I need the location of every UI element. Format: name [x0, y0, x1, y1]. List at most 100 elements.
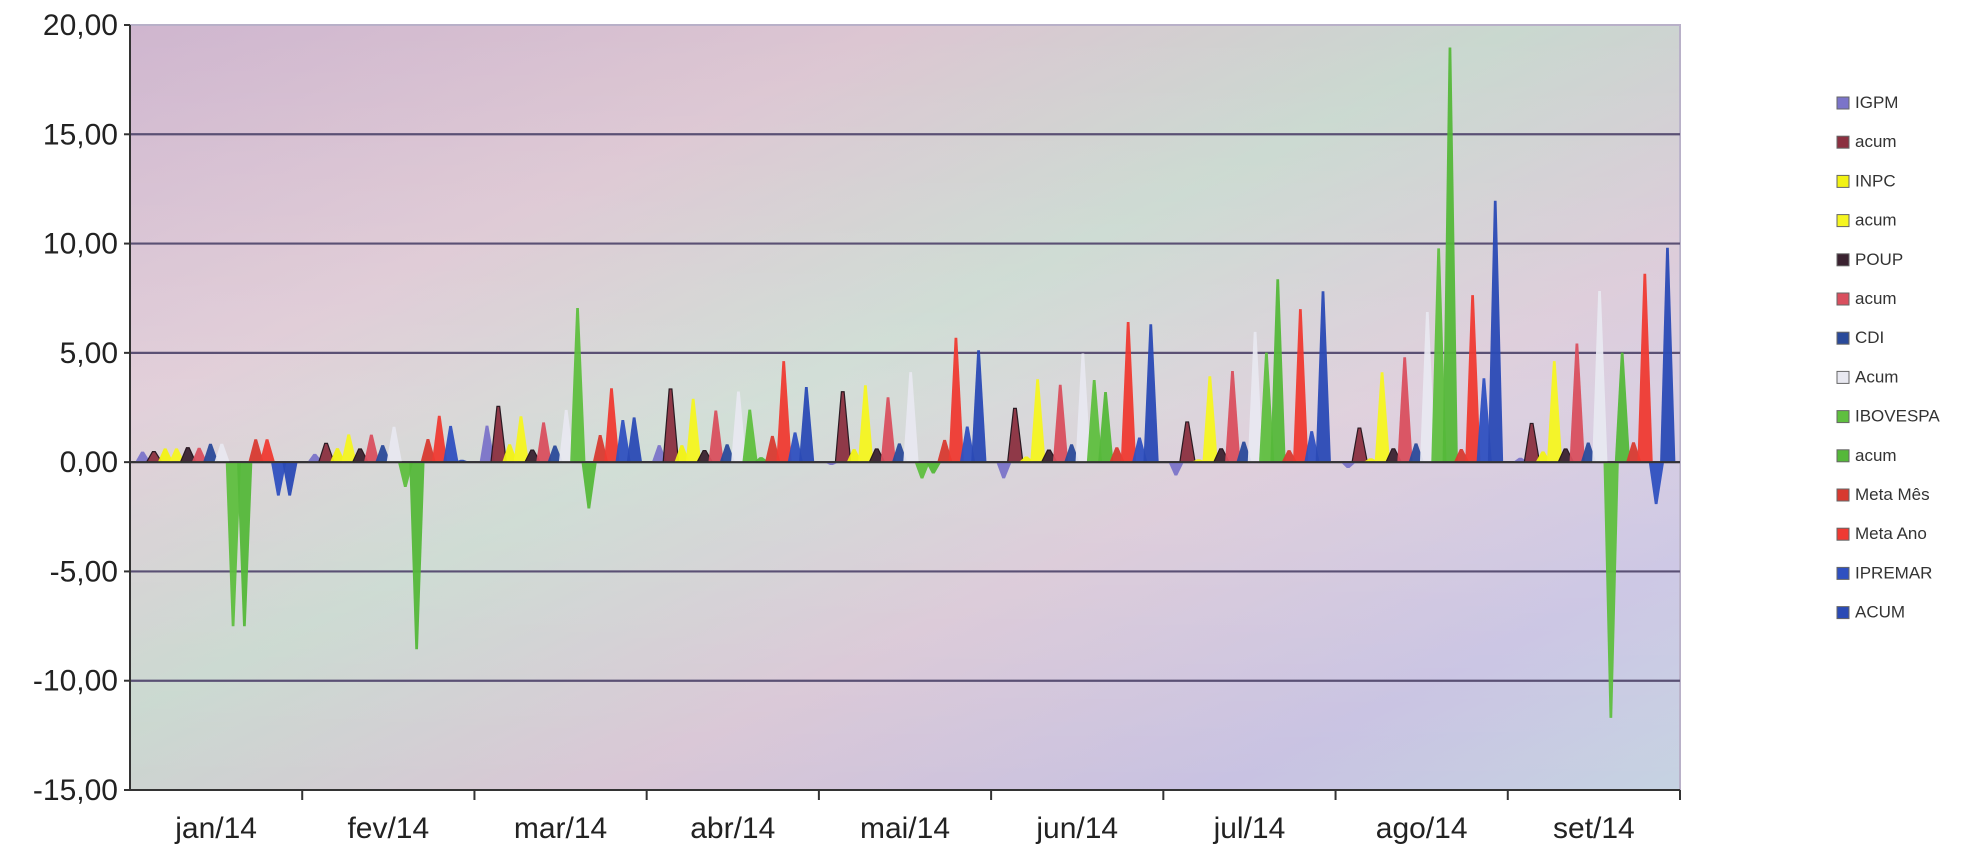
legend-swatch [1836, 449, 1850, 463]
area-mark [948, 337, 964, 463]
x-tick-label: jul/14 [1213, 812, 1286, 845]
series-6 [203, 441, 1597, 463]
legend-label: acum [1855, 446, 1897, 465]
area-mark [674, 445, 690, 463]
area-mark [1315, 291, 1331, 463]
area-mark [409, 462, 425, 650]
area-mark [1168, 462, 1184, 476]
legend-label: CDI [1855, 328, 1884, 347]
area-mark [248, 439, 264, 463]
x-tick-label: jun/14 [1035, 812, 1118, 845]
legend-item: Meta Mês [1836, 485, 1930, 504]
legend-item: acum [1836, 211, 1897, 230]
area-mark [237, 462, 253, 627]
area-mark [1340, 462, 1357, 469]
legend-label: IGPM [1855, 93, 1898, 112]
area-mark [798, 386, 815, 463]
area-mark [765, 435, 781, 463]
area-mark [1397, 357, 1413, 463]
area-mark [1236, 441, 1252, 463]
legend-swatch [1836, 214, 1850, 228]
legend-item: POUP [1836, 250, 1903, 269]
area-mark [1120, 322, 1137, 463]
area-mark [925, 462, 942, 474]
x-tick-label: ago/14 [1376, 812, 1468, 845]
legend-swatch [1836, 331, 1850, 345]
x-tick-label: mar/14 [514, 812, 607, 845]
area-mark [375, 445, 391, 463]
legend-item: Acum [1836, 367, 1898, 386]
area-mark [1030, 379, 1046, 463]
area-mark [397, 462, 414, 488]
series-3 [169, 361, 1563, 463]
y-tick-label: 20,00 [43, 9, 118, 42]
area-mark [1259, 352, 1275, 463]
area-mark [341, 434, 357, 463]
y-tick-label: 15,00 [43, 118, 118, 151]
area-mark [1202, 376, 1218, 463]
legend: IGPM acum INPC acum POUP acum CDI Acum IBOVESPA a… [1836, 93, 1940, 622]
area-mark [431, 415, 448, 463]
area-mark [959, 426, 976, 463]
legend-label: ACUM [1855, 603, 1905, 622]
area-mark [1648, 462, 1665, 505]
area-mark [479, 425, 495, 463]
area-mark [626, 417, 643, 463]
x-tick-label: jan/14 [174, 812, 257, 845]
area-mark [1075, 353, 1091, 463]
area-mark [513, 416, 529, 463]
y-tick-label: 0,00 [60, 446, 118, 479]
area-mark [191, 447, 208, 463]
area-mark [1546, 361, 1563, 463]
area-mark [996, 462, 1012, 479]
plot-background [129, 24, 1681, 791]
area-mark [1569, 343, 1585, 463]
area-mark [1098, 391, 1114, 463]
legend-item: INPC [1836, 171, 1896, 190]
area-mark [1086, 379, 1103, 463]
legend-item: IGPM [1836, 93, 1898, 112]
area-mark [1408, 443, 1424, 463]
area-mark [1419, 311, 1436, 463]
area-mark [914, 462, 930, 479]
area-mark [135, 451, 151, 463]
area-mark [1580, 442, 1597, 463]
legend-label: acum [1855, 289, 1897, 308]
legend-swatch [1836, 253, 1850, 267]
area-mark [1374, 372, 1390, 463]
area-mark [1064, 444, 1080, 463]
legend-swatch [1836, 410, 1850, 424]
area-mark [1225, 370, 1241, 463]
series-8 [225, 248, 1619, 718]
area-mark [1535, 451, 1551, 463]
legend-swatch [1836, 566, 1850, 580]
legend-label: Acum [1855, 367, 1898, 386]
legend-item: acum [1836, 132, 1897, 151]
legend-swatch [1836, 370, 1850, 384]
legend-item: IPREMAR [1836, 563, 1932, 582]
legend-label: Meta Mês [1855, 485, 1930, 504]
area-mark [1603, 462, 1619, 718]
area-mark [1293, 309, 1309, 463]
area-mark [203, 443, 219, 463]
legend-swatch [1836, 292, 1850, 306]
area-mark [502, 444, 518, 463]
legend-item: ACUM [1836, 603, 1905, 622]
area-mark [420, 438, 436, 463]
area-mark [1487, 200, 1504, 463]
area-mark [169, 448, 185, 463]
area-mark [581, 462, 597, 509]
legend-item: acum [1836, 446, 1897, 465]
area-mark [443, 425, 459, 463]
area-mark [903, 372, 919, 463]
y-tick-label: 5,00 [60, 337, 118, 370]
area-mark [547, 445, 563, 463]
plot-sheen [130, 25, 1680, 790]
area-mark [776, 361, 792, 463]
area-mark [1442, 47, 1458, 463]
area-mark [282, 462, 298, 496]
area-mark [719, 444, 736, 463]
legend-label: IBOVESPA [1855, 407, 1940, 426]
y-tick-label: -5,00 [50, 555, 118, 588]
area-mark [1132, 437, 1148, 463]
